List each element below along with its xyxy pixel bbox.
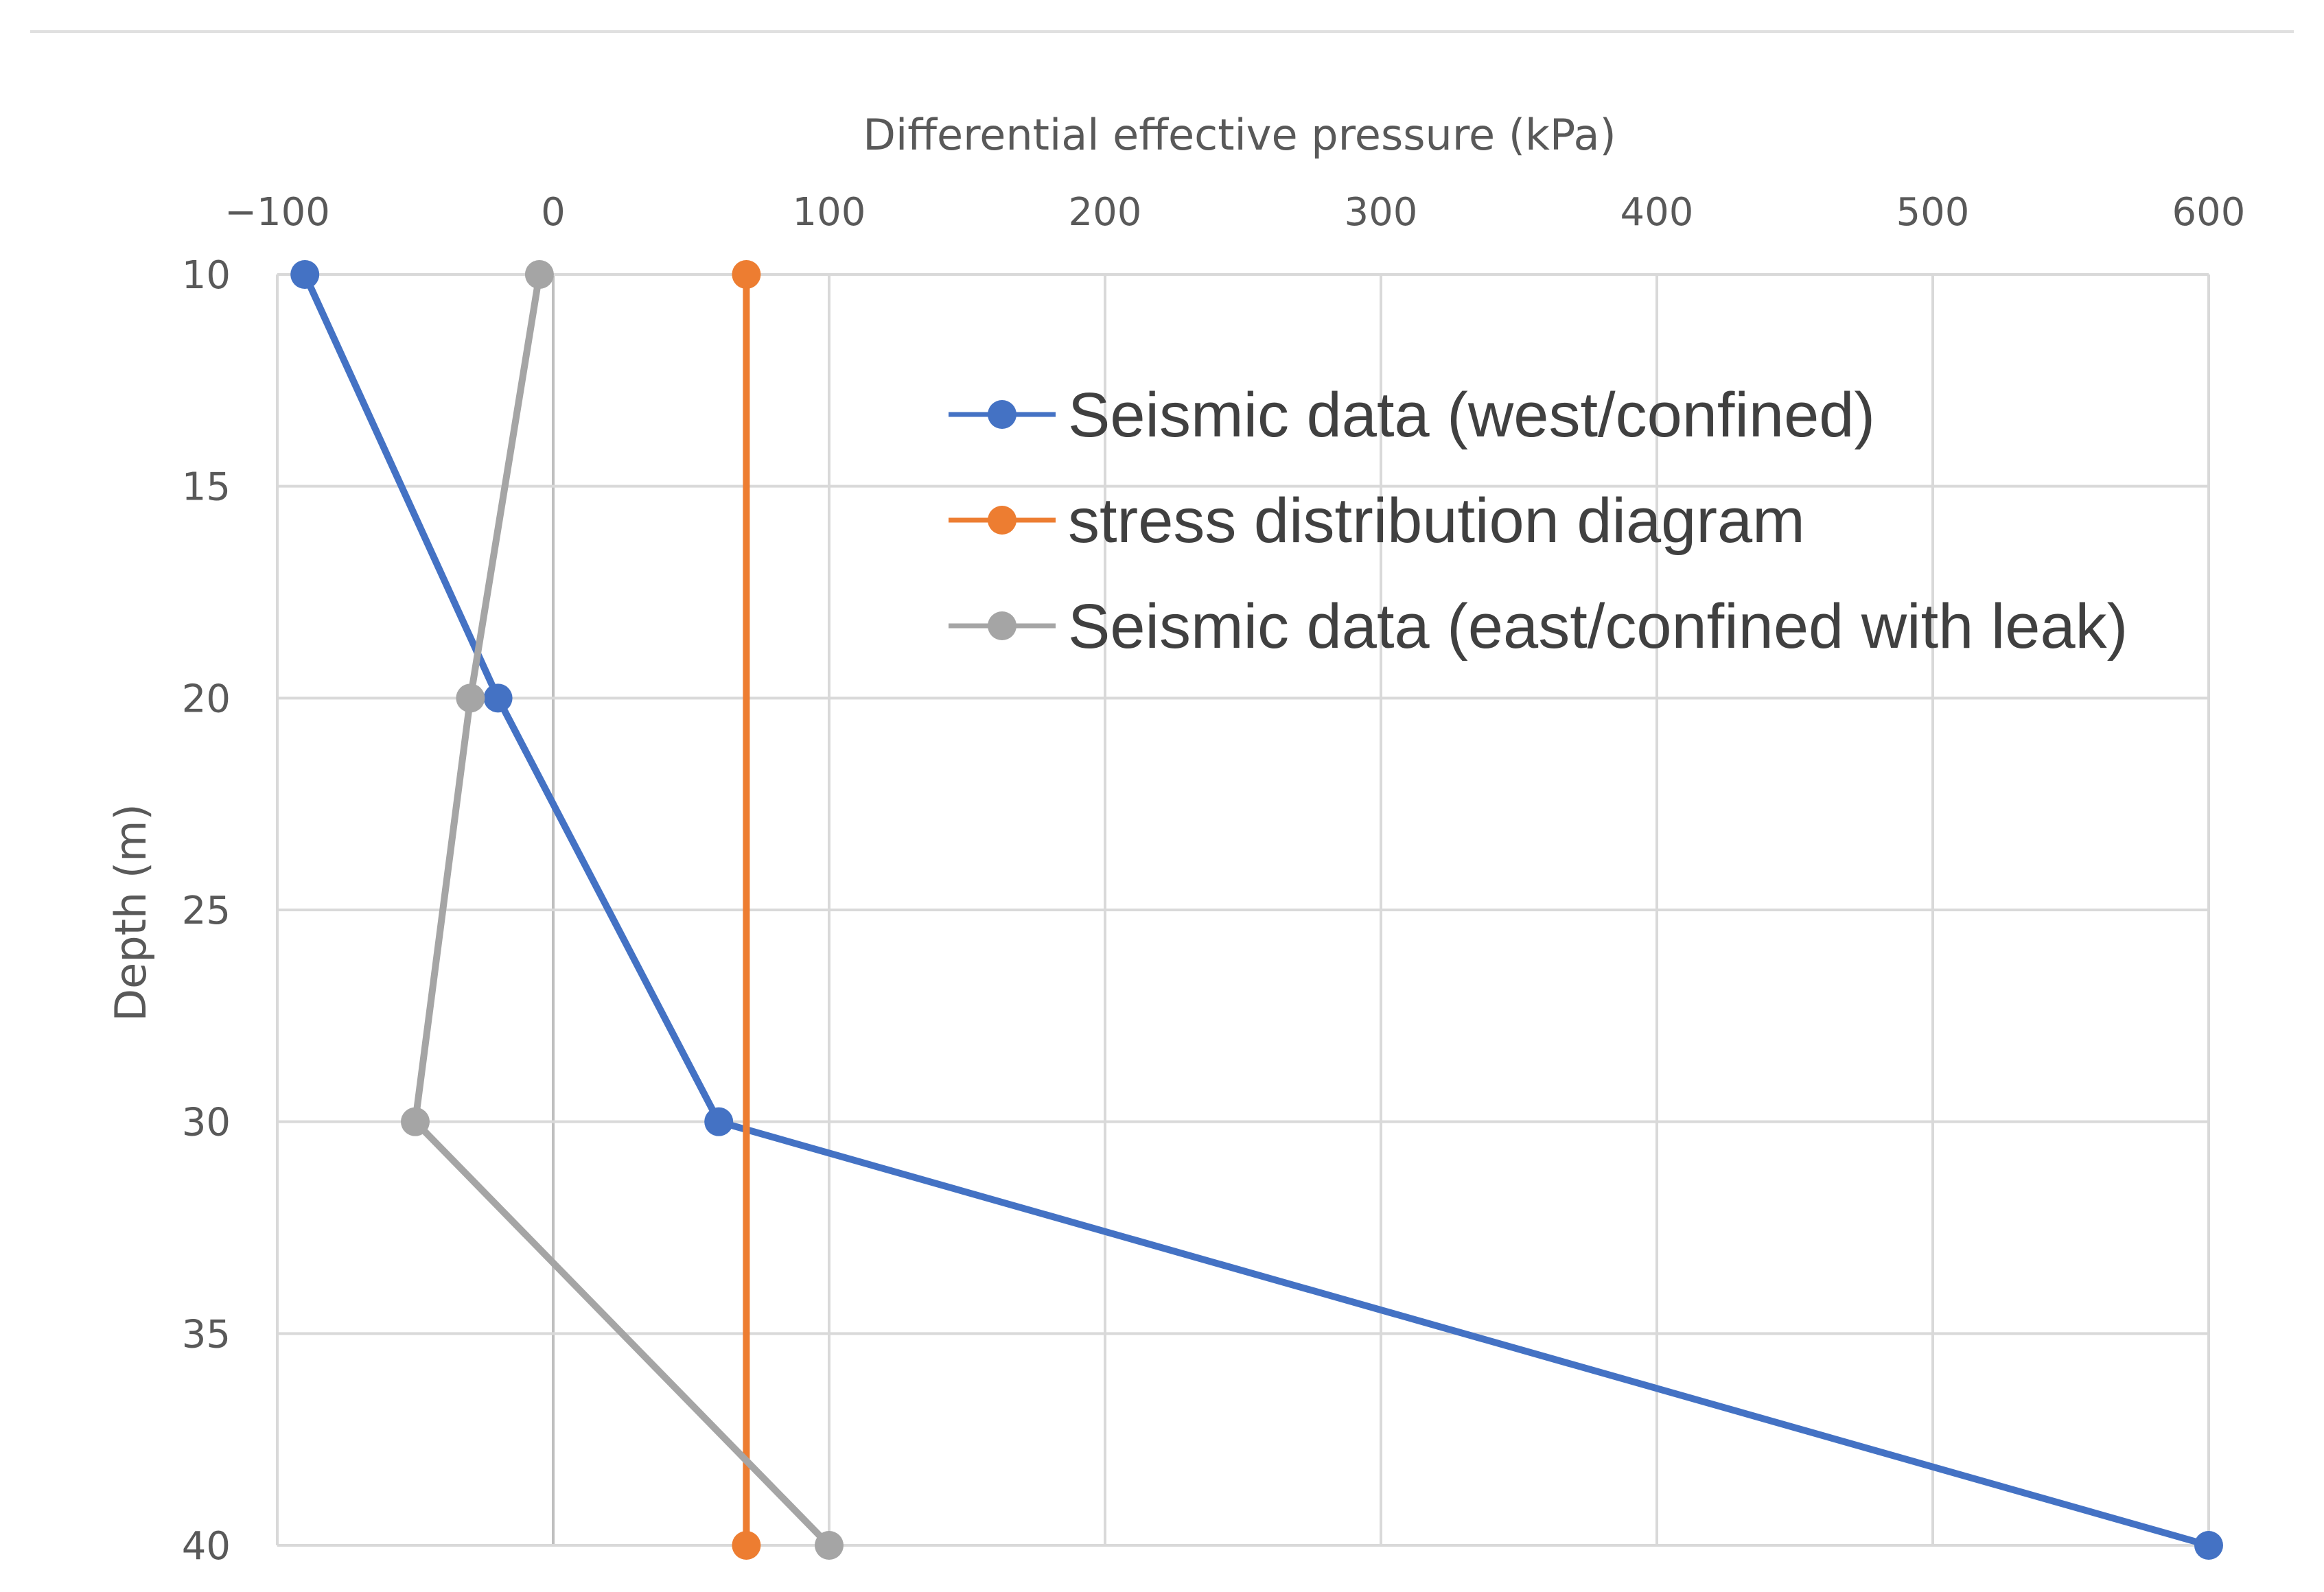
data-point (815, 1531, 844, 1560)
x-tick-label: 400 (1620, 190, 1694, 235)
data-point (732, 260, 761, 289)
legend-marker (988, 611, 1016, 640)
series-line (301, 272, 2210, 1549)
legend-label: Seismic data (east/confined with leak) (1068, 592, 2128, 662)
legend-marker (988, 506, 1016, 535)
legend-marker (988, 400, 1016, 429)
series-markers (290, 260, 2223, 1560)
y-tick-label: 35 (182, 1312, 231, 1357)
data-point (2194, 1531, 2223, 1560)
y-axis-title: Depth (m) (106, 804, 156, 1021)
x-tick-label: 200 (1069, 190, 1142, 235)
data-point (456, 683, 485, 713)
y-tick-label: 30 (182, 1101, 231, 1145)
data-point (401, 1107, 430, 1136)
y-tick-label: 40 (182, 1524, 231, 1569)
x-tick-label: 600 (2172, 190, 2246, 235)
data-point (732, 1531, 761, 1560)
data-point (704, 1107, 734, 1136)
series-line (412, 274, 832, 1548)
x-tick-label: 500 (1896, 190, 1970, 235)
x-axis-title: Differential effective pressure (kPa) (863, 110, 1616, 160)
x-tick-labels: −100 0 100 200 300 400 500 600 (224, 190, 2245, 235)
legend-label: Seismic data (west/confined) (1068, 380, 1875, 450)
series-lines (301, 272, 2210, 1549)
gridlines (276, 273, 2210, 1547)
y-tick-label: 15 (182, 465, 231, 510)
y-tick-label: 20 (182, 677, 231, 721)
x-tick-label: 100 (793, 190, 866, 235)
data-point (290, 260, 320, 289)
x-tick-label: −100 (224, 190, 330, 235)
data-point (483, 683, 513, 713)
data-point (524, 260, 554, 289)
y-tick-labels: 10 15 20 25 30 35 40 (182, 253, 231, 1569)
x-tick-label: 0 (541, 190, 566, 235)
legend-label: stress distribution diagram (1068, 486, 1805, 556)
legend: Seismic data (west/confined) stress distr… (949, 380, 2128, 662)
y-tick-label: 25 (182, 889, 231, 933)
y-tick-label: 10 (182, 253, 231, 298)
x-tick-label: 300 (1345, 190, 1418, 235)
